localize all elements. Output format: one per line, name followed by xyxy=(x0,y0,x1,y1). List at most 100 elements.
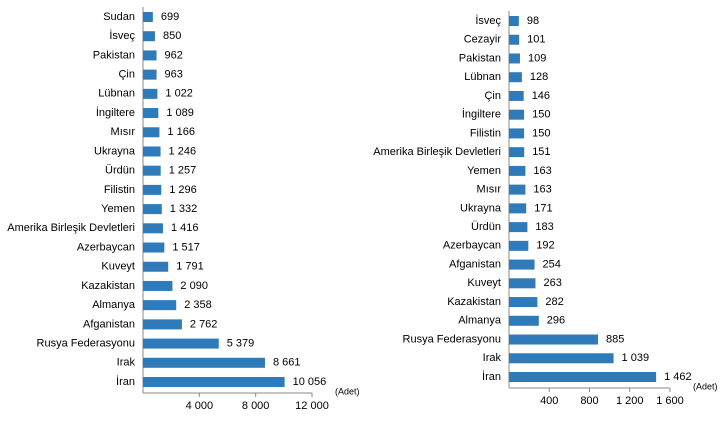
value-label: 1 166 xyxy=(167,126,195,138)
y-tick-label: Pakistan xyxy=(93,49,135,61)
y-tick-label: Rusya Federasyonu xyxy=(37,337,135,349)
y-tick-label: Cezayir xyxy=(464,34,502,46)
bar xyxy=(143,242,165,253)
bar xyxy=(509,222,528,233)
y-tick-label: İran xyxy=(116,375,135,388)
axis-unit: (Adet) xyxy=(335,386,360,396)
value-label: 1 416 xyxy=(171,222,199,234)
y-tick-label: Ukrayna xyxy=(94,145,136,157)
x-tick-label: 4 000 xyxy=(186,400,214,412)
y-tick-label: Pakistan xyxy=(459,52,501,64)
y-tick-label: Lübnan xyxy=(98,88,135,100)
bar xyxy=(143,280,173,291)
y-tick-label: Almanya xyxy=(458,315,502,327)
bar xyxy=(143,12,153,22)
bar xyxy=(143,223,163,234)
value-label: 146 xyxy=(532,90,550,102)
value-label: 192 xyxy=(536,240,554,252)
value-label: 699 xyxy=(161,11,179,23)
value-label: 1 791 xyxy=(176,261,204,273)
value-label: 1 296 xyxy=(169,184,197,196)
y-tick-label: Filistin xyxy=(104,184,135,196)
y-tick-label: Irak xyxy=(483,352,502,364)
bar xyxy=(509,184,526,195)
bar xyxy=(143,204,162,215)
bar xyxy=(509,203,527,214)
value-label: 1 022 xyxy=(165,88,193,100)
bar xyxy=(509,353,614,364)
y-tick-label: İngiltere xyxy=(462,108,501,121)
value-label: 1 517 xyxy=(172,241,200,253)
y-tick-label: Azerbaycan xyxy=(77,241,135,253)
bar xyxy=(509,72,522,83)
value-label: 263 xyxy=(543,277,561,289)
bar xyxy=(509,128,525,139)
value-label: 163 xyxy=(533,165,551,177)
value-label: 98 xyxy=(527,15,539,27)
y-tick-label: Amerika Birleşik Devletleri xyxy=(7,222,135,234)
value-label: 1 462 xyxy=(664,371,692,383)
bar xyxy=(509,53,520,64)
value-label: 963 xyxy=(165,69,183,81)
value-label: 1 089 xyxy=(166,107,194,119)
y-tick-label: İsveç xyxy=(475,14,501,27)
value-label: 850 xyxy=(163,30,181,42)
y-tick-label: Ürdün xyxy=(471,221,501,233)
x-tick-label: 12 000 xyxy=(295,400,329,412)
bar xyxy=(509,372,657,382)
y-tick-label: Mısır xyxy=(477,184,502,196)
bar xyxy=(509,165,526,176)
y-tick-label: Amerika Birleşik Devletleri xyxy=(373,146,501,158)
y-tick-label: Sudan xyxy=(103,11,135,23)
y-tick-label: Afganistan xyxy=(83,318,135,330)
value-label: 2 762 xyxy=(190,318,218,330)
y-tick-label: Kuveyt xyxy=(101,261,135,273)
value-label: 150 xyxy=(532,127,550,139)
value-label: 962 xyxy=(165,49,183,61)
bar xyxy=(509,240,529,251)
x-tick-label: 400 xyxy=(540,395,558,407)
bar xyxy=(143,357,265,368)
bar xyxy=(509,315,539,326)
y-tick-label: İran xyxy=(482,370,501,383)
bar xyxy=(143,31,155,42)
bar xyxy=(143,338,219,349)
value-label: 254 xyxy=(543,258,561,270)
bar xyxy=(143,165,161,176)
y-tick-label: Azerbaycan xyxy=(443,240,501,252)
x-tick-label: 1 600 xyxy=(656,395,684,407)
bar xyxy=(509,278,536,289)
value-label: 5 379 xyxy=(227,337,255,349)
axis-unit: (Adet) xyxy=(693,381,718,391)
y-tick-label: İsveç xyxy=(109,29,135,42)
y-tick-label: İngiltere xyxy=(96,106,135,119)
bar xyxy=(509,147,525,158)
y-tick-label: Yemen xyxy=(101,203,135,215)
bar xyxy=(143,88,158,99)
y-tick-label: Irak xyxy=(117,357,136,369)
y-tick-label: Almanya xyxy=(92,299,136,311)
y-tick-label: Kazakistan xyxy=(447,296,501,308)
y-tick-label: Mısır xyxy=(111,126,136,138)
value-label: 10 056 xyxy=(293,376,327,388)
value-label: 1 257 xyxy=(169,165,197,177)
value-label: 1 246 xyxy=(169,145,197,157)
value-label: 183 xyxy=(535,221,553,233)
bar xyxy=(509,259,535,270)
bar xyxy=(143,319,182,330)
y-tick-label: Rusya Federasyonu xyxy=(403,333,501,345)
bar xyxy=(143,50,157,61)
value-label: 296 xyxy=(547,315,565,327)
bar xyxy=(143,300,177,311)
value-label: 101 xyxy=(527,34,545,46)
bar xyxy=(509,90,524,101)
y-tick-label: Ukrayna xyxy=(460,202,502,214)
value-label: 1 039 xyxy=(622,352,650,364)
value-label: 150 xyxy=(532,109,550,121)
y-tick-label: Ürdün xyxy=(105,165,135,177)
value-label: 163 xyxy=(533,184,551,196)
bar xyxy=(509,297,538,308)
bar xyxy=(143,377,285,387)
bar xyxy=(509,16,519,26)
